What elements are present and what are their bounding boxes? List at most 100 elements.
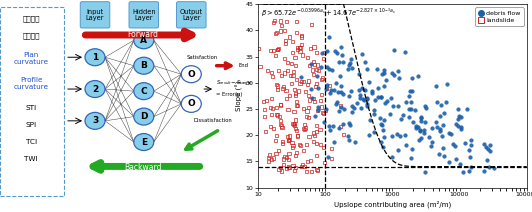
debris flow [377, 140, 386, 144]
landslide [310, 45, 318, 49]
debris flow [379, 146, 388, 149]
debris flow [356, 96, 364, 99]
landslide [293, 31, 301, 34]
landslide [285, 94, 293, 97]
Text: TWI: TWI [24, 156, 38, 162]
landslide [284, 108, 292, 111]
debris flow [347, 111, 356, 114]
debris flow [320, 120, 328, 123]
debris flow [432, 121, 440, 124]
debris flow [361, 60, 369, 63]
landslide [256, 64, 264, 68]
landslide [276, 119, 285, 122]
landslide [266, 106, 275, 109]
landslide [311, 85, 320, 88]
landslide [321, 109, 330, 113]
landslide [262, 99, 271, 102]
landslide [302, 115, 311, 119]
debris flow [408, 89, 416, 93]
debris flow [376, 122, 385, 125]
Circle shape [134, 134, 154, 151]
Circle shape [134, 108, 154, 125]
debris flow [414, 138, 423, 142]
landslide [290, 169, 298, 173]
debris flow [313, 74, 321, 77]
debris flow [456, 162, 464, 166]
landslide [318, 105, 326, 109]
landslide [284, 69, 292, 73]
debris flow [412, 126, 420, 130]
debris flow [481, 145, 490, 148]
landslide [260, 115, 268, 119]
debris flow [387, 96, 395, 100]
landslide [312, 154, 321, 157]
landslide [292, 165, 300, 169]
Y-axis label: Slope (°): Slope (°) [235, 81, 243, 111]
landslide [304, 79, 313, 83]
debris flow [331, 82, 340, 85]
landslide [307, 169, 315, 173]
debris flow [485, 149, 494, 153]
debris flow [405, 107, 413, 110]
landslide [280, 57, 289, 60]
landslide [269, 21, 278, 25]
debris flow [420, 128, 428, 132]
landslide [316, 143, 325, 146]
debris flow [363, 96, 372, 100]
debris flow [415, 128, 424, 131]
landslide [309, 59, 318, 63]
debris flow [436, 127, 445, 131]
debris flow [331, 102, 340, 105]
debris flow [459, 170, 468, 174]
landslide [273, 47, 282, 51]
debris flow [365, 134, 373, 137]
debris flow [361, 88, 370, 92]
FancyBboxPatch shape [177, 2, 206, 28]
Circle shape [85, 112, 105, 129]
landslide [289, 121, 297, 125]
debris flow [322, 107, 330, 110]
debris flow [402, 100, 410, 104]
landslide [279, 86, 287, 90]
FancyBboxPatch shape [129, 2, 159, 28]
debris flow [427, 126, 436, 129]
landslide [293, 134, 302, 137]
debris flow [405, 89, 414, 92]
landslide [317, 93, 326, 96]
landslide [309, 73, 318, 76]
debris flow [442, 100, 450, 104]
debris flow [483, 159, 492, 162]
landslide [319, 57, 327, 60]
debris flow [451, 122, 460, 126]
Text: SPI: SPI [26, 122, 37, 128]
landslide [288, 40, 296, 43]
debris flow [461, 141, 469, 144]
landslide [293, 134, 302, 138]
debris flow [330, 89, 338, 92]
debris flow [355, 88, 364, 92]
debris flow [406, 156, 415, 159]
landslide [285, 152, 293, 155]
landslide [281, 42, 289, 45]
debris flow [347, 66, 356, 69]
landslide [289, 74, 297, 78]
debris flow [417, 119, 426, 122]
landslide [312, 82, 321, 85]
debris flow [467, 143, 475, 146]
debris flow [405, 116, 413, 119]
debris flow [328, 124, 337, 128]
landslide [293, 78, 301, 81]
debris flow [379, 68, 388, 71]
landslide [299, 149, 307, 152]
landslide [295, 46, 304, 49]
debris flow [396, 135, 405, 138]
landslide [297, 34, 306, 38]
debris flow [336, 90, 345, 93]
landslide [276, 19, 285, 23]
debris flow [401, 143, 410, 146]
debris flow [365, 118, 374, 121]
landslide [309, 97, 318, 100]
landslide [299, 80, 307, 84]
landslide [293, 46, 302, 50]
landslide [282, 96, 290, 100]
